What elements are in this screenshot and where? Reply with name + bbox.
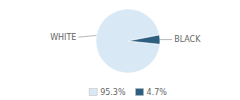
leader-line bbox=[78, 35, 96, 37]
legend-label: 95.3% bbox=[100, 88, 126, 97]
pie-slice bbox=[96, 9, 160, 73]
chart: WHITE BLACK 95.3% 4.7% bbox=[0, 0, 240, 100]
pie-slice bbox=[128, 35, 160, 44]
legend-swatch bbox=[89, 89, 97, 96]
leader-line bbox=[160, 39, 172, 40]
slice-label: BLACK bbox=[174, 35, 201, 44]
pie bbox=[96, 9, 160, 73]
legend-swatch bbox=[136, 89, 144, 96]
legend-label: 4.7% bbox=[147, 88, 168, 97]
legend: 95.3% 4.7% bbox=[89, 88, 167, 97]
slice-label: WHITE bbox=[50, 33, 76, 42]
